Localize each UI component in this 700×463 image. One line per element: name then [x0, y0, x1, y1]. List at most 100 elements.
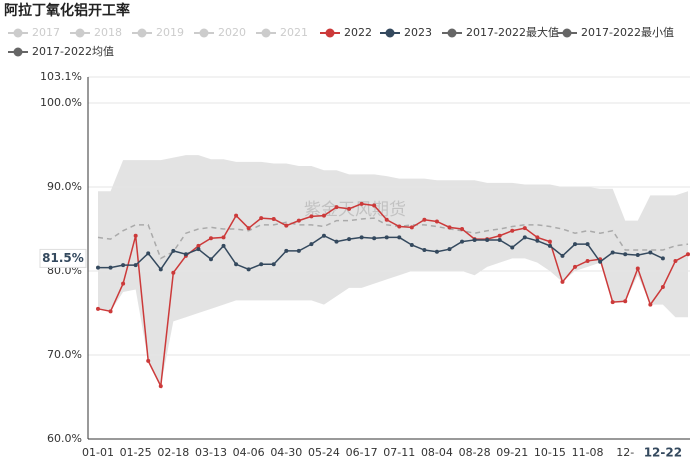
legend-item[interactable]: 2017-2022最小值	[557, 26, 674, 39]
data-point	[359, 235, 364, 240]
data-point	[434, 249, 439, 254]
x-tick-label: 08-28	[459, 446, 491, 459]
data-point	[196, 247, 201, 252]
x-tick-label: 10-15	[534, 446, 566, 459]
data-point	[133, 263, 138, 268]
data-point	[234, 213, 239, 218]
data-point	[573, 242, 578, 247]
legend-item[interactable]: 2017	[8, 26, 60, 39]
data-point	[686, 252, 690, 257]
legend-icon	[325, 28, 335, 38]
legend-item[interactable]: 2020	[194, 26, 246, 39]
y-tick-label: 90.0%	[47, 180, 82, 193]
legend-item[interactable]: 2018	[70, 26, 122, 39]
data-point	[673, 258, 678, 263]
legend-icon	[562, 28, 572, 38]
data-point	[96, 265, 100, 270]
data-point	[384, 235, 389, 240]
pointer-value-label: 81.5%	[42, 251, 84, 265]
legend-label: 2018	[94, 26, 122, 39]
data-point	[648, 250, 653, 255]
data-point	[146, 358, 151, 363]
data-point	[234, 262, 239, 267]
data-point	[397, 235, 402, 240]
data-point	[121, 263, 126, 268]
data-point	[397, 224, 402, 229]
data-point	[284, 248, 289, 253]
data-point	[108, 265, 113, 270]
data-point	[259, 216, 264, 221]
legend-item[interactable]: 2019	[132, 26, 184, 39]
data-point	[309, 214, 314, 219]
series-line	[97, 203, 689, 389]
data-point	[497, 233, 502, 238]
legend-item[interactable]: 2017-2022均值	[8, 45, 114, 58]
data-point	[460, 239, 465, 244]
data-point	[171, 248, 176, 253]
legend-label: 2019	[156, 26, 184, 39]
data-point	[196, 243, 201, 248]
data-point	[259, 262, 264, 267]
data-point	[560, 279, 565, 284]
data-point	[384, 217, 389, 222]
legend-item[interactable]: 2021	[256, 26, 308, 39]
data-point	[497, 237, 502, 242]
x-tick-label: 08-04	[421, 446, 453, 459]
data-point	[573, 264, 578, 269]
data-point	[635, 253, 640, 258]
data-point	[121, 281, 126, 286]
data-point	[158, 384, 163, 389]
data-point	[535, 235, 540, 240]
data-point	[598, 259, 603, 264]
legend-item[interactable]: 2017-2022最大值	[442, 25, 559, 39]
data-point	[171, 270, 176, 275]
legend-icon	[137, 28, 147, 38]
data-point	[510, 245, 515, 250]
legend-item[interactable]: 2022	[320, 26, 372, 39]
data-point	[660, 284, 665, 289]
data-point	[522, 226, 527, 231]
x-tick-label: 07-11	[383, 446, 415, 459]
data-point	[321, 233, 326, 238]
legend-label: 2017-2022最小值	[581, 26, 674, 39]
data-point	[560, 253, 565, 258]
data-point	[547, 239, 552, 244]
data-point	[183, 252, 188, 257]
legend-label: 2017-2022均值	[32, 45, 114, 58]
legend-icon	[13, 47, 23, 57]
data-point	[246, 267, 251, 272]
data-point	[610, 300, 615, 305]
data-point	[585, 242, 590, 247]
x-tick-label: 05-24	[308, 446, 340, 459]
data-point	[108, 309, 113, 314]
data-point	[271, 262, 276, 267]
x-tick-label: 01-25	[120, 446, 152, 459]
watermark: 紫金天风期货	[304, 200, 406, 220]
series-line	[98, 234, 664, 271]
data-point	[146, 251, 151, 256]
data-point	[334, 239, 339, 244]
data-point	[359, 201, 364, 206]
data-point	[309, 242, 314, 247]
legend-label: 2017-2022最大值	[466, 25, 559, 39]
data-point	[158, 267, 163, 272]
legend-icon	[447, 28, 457, 38]
legend-icon	[13, 28, 23, 38]
data-point	[334, 205, 339, 210]
data-point	[623, 299, 628, 304]
legend-item[interactable]: 2023	[380, 26, 432, 39]
data-point	[271, 216, 276, 221]
data-point	[296, 248, 301, 253]
data-point	[585, 258, 590, 263]
data-point	[409, 242, 414, 247]
x-tick-label: 02-18	[157, 446, 189, 459]
legend-label: 2022	[344, 26, 372, 39]
chart-title: 阿拉丁氧化铝开工率	[4, 2, 130, 19]
data-point	[434, 219, 439, 224]
data-point	[409, 225, 414, 230]
data-point	[296, 218, 301, 223]
data-point	[208, 236, 213, 241]
legend-label: 2023	[404, 26, 432, 39]
data-point	[372, 203, 377, 208]
